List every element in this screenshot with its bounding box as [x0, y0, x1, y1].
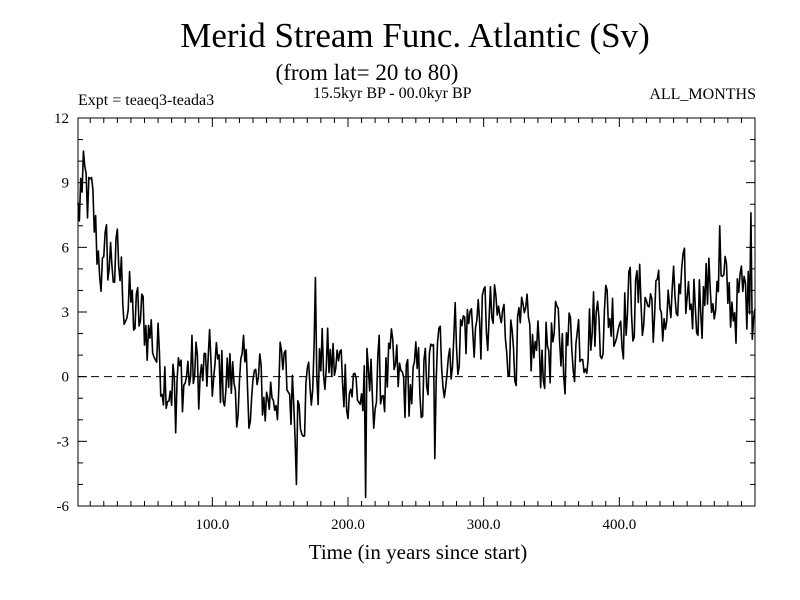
x-tick-label: 100.0: [195, 517, 229, 533]
chart-subtitle: (from lat= 20 to 80): [275, 60, 459, 85]
y-tick-label: -6: [57, 499, 70, 515]
x-tick-label: 300.0: [467, 517, 501, 533]
series-line: [77, 150, 756, 499]
experiment-label: Expt = teaeq3-teada3: [78, 92, 215, 109]
period-label: 15.5kyr BP - 00.0kyr BP: [313, 85, 472, 102]
months-label: ALL_MONTHS: [649, 86, 756, 103]
y-tick-label: 0: [62, 370, 70, 386]
plot-frame: [77, 117, 756, 507]
x-axis-label: Time (in years since start): [308, 540, 528, 564]
y-tick-label: -3: [57, 434, 70, 450]
y-tick-label: 9: [62, 176, 70, 192]
y-tick-label: 6: [62, 240, 70, 256]
chart-title: Merid Stream Func. Atlantic (Sv): [180, 16, 650, 55]
x-tick-label: 400.0: [602, 517, 636, 533]
x-tick-label: 200.0: [331, 517, 365, 533]
y-tick-label: 3: [62, 305, 70, 321]
y-tick-label: 12: [54, 111, 69, 127]
